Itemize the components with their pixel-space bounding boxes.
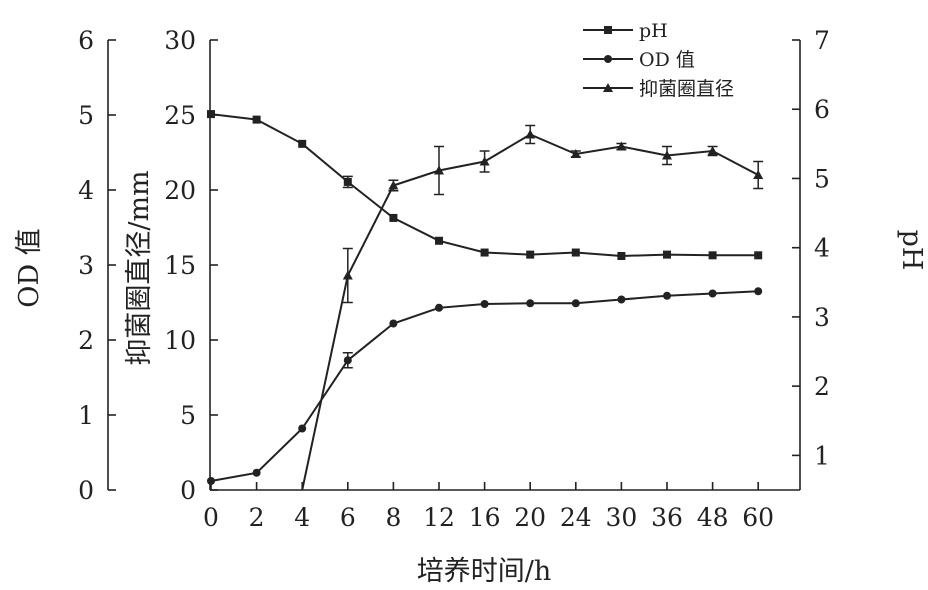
data-point xyxy=(663,291,671,300)
right-tick-label: 6 xyxy=(814,95,830,124)
x-axis-title: 培养时间/h xyxy=(417,556,552,587)
data-point xyxy=(252,115,261,124)
data-point xyxy=(616,141,627,151)
data-point xyxy=(526,299,535,308)
data-point xyxy=(570,149,581,158)
x-tick-label: 24 xyxy=(560,503,592,532)
series-line-0 xyxy=(210,113,759,258)
x-tick-label: 0 xyxy=(203,503,219,532)
data-point xyxy=(707,146,718,155)
series-1 xyxy=(207,287,763,485)
left_outer-tick-label: 6 xyxy=(78,26,94,55)
left-inner-axis-title: 抑菌圈直径/mm xyxy=(124,170,155,365)
left_inner-tick-label: 25 xyxy=(164,101,196,130)
data-point xyxy=(298,139,307,148)
x-tick-label: 6 xyxy=(340,503,356,532)
data-point xyxy=(708,251,717,260)
data-point xyxy=(388,180,399,190)
data-point xyxy=(663,250,671,259)
right-tick-label: 3 xyxy=(814,303,830,332)
right-tick-label: 7 xyxy=(814,26,830,55)
data-point xyxy=(389,319,398,328)
data-point xyxy=(207,477,215,485)
left_inner-tick-label: 5 xyxy=(180,401,196,430)
data-point xyxy=(571,248,580,257)
data-point xyxy=(571,299,580,308)
data-point xyxy=(342,270,353,280)
data-point xyxy=(389,213,398,222)
data-point xyxy=(252,468,261,477)
series-0 xyxy=(207,110,763,260)
data-point xyxy=(754,287,763,296)
data-point xyxy=(662,150,672,160)
left_outer-tick-label: 4 xyxy=(78,176,94,205)
left_inner-tick-label: 20 xyxy=(164,176,196,205)
x-tick-label: 20 xyxy=(514,503,546,532)
left_outer-tick-label: 0 xyxy=(78,476,94,505)
x-tick-label: 4 xyxy=(294,503,310,532)
data-point xyxy=(207,110,215,119)
legend-marker xyxy=(604,26,612,34)
data-point xyxy=(753,170,764,179)
left_outer-tick-label: 1 xyxy=(78,401,94,430)
data-point xyxy=(617,252,626,260)
left_inner-tick-label: 0 xyxy=(180,476,196,505)
legend-label: pH xyxy=(639,20,668,42)
series-2 xyxy=(301,124,764,491)
data-point xyxy=(298,424,307,433)
left_inner-tick-label: 15 xyxy=(164,251,196,280)
x-tick-label: 36 xyxy=(651,503,683,532)
left_inner-tick-label: 10 xyxy=(164,326,196,355)
data-point xyxy=(434,165,444,175)
right-tick-label: 5 xyxy=(814,164,830,193)
data-point xyxy=(343,177,352,186)
x-tick-label: 48 xyxy=(697,503,729,532)
data-point xyxy=(617,295,626,304)
x-tick-label: 12 xyxy=(423,503,455,532)
legend-label: 抑菌圈直径 xyxy=(639,78,734,100)
x-tick-label: 30 xyxy=(605,503,637,532)
legend-marker xyxy=(604,55,612,63)
left_outer-tick-label: 5 xyxy=(78,101,94,130)
right-tick-label: 2 xyxy=(814,372,830,401)
right-tick-label: 4 xyxy=(814,234,830,263)
x-tick-label: 60 xyxy=(742,503,774,532)
data-point xyxy=(708,289,717,298)
data-point xyxy=(480,248,489,257)
series-layer xyxy=(207,110,764,491)
x-tick-label: 8 xyxy=(385,503,401,532)
data-point xyxy=(526,250,535,259)
data-point xyxy=(479,156,490,166)
series-line-2 xyxy=(301,133,759,491)
data-point xyxy=(480,300,489,308)
left-outer-axis-title: OD 值 xyxy=(14,228,45,307)
x-tick-label: 16 xyxy=(469,503,501,532)
data-point xyxy=(435,303,443,312)
data-point xyxy=(343,356,352,365)
data-point xyxy=(525,129,536,139)
legend-label: OD 值 xyxy=(639,49,695,71)
right-axis-title: pH xyxy=(896,230,927,271)
left_inner-tick-label: 30 xyxy=(164,26,196,55)
data-point xyxy=(754,251,763,260)
left_outer-tick-label: 3 xyxy=(78,251,94,280)
right-tick-label: 1 xyxy=(814,441,830,470)
data-point xyxy=(435,236,443,245)
legend-marker xyxy=(603,83,613,92)
x-tick-label: 2 xyxy=(249,503,265,532)
series-line-1 xyxy=(210,290,759,482)
left_outer-tick-label: 2 xyxy=(78,326,94,355)
